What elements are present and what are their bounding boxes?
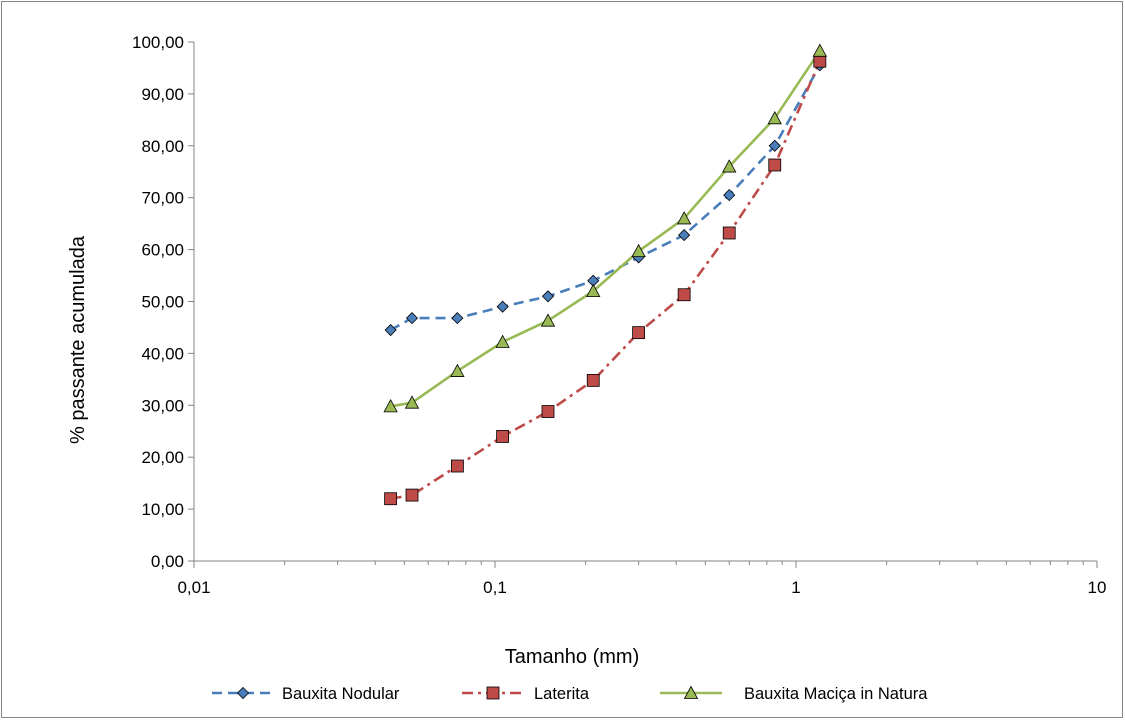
data-point-series-3 [383, 398, 398, 413]
legend-swatch-marker-3 [683, 685, 699, 699]
legend-label-1: Bauxita Nodular [282, 685, 400, 703]
y-tick-label: 10,00 [141, 500, 184, 519]
data-point-series-3 [767, 110, 782, 125]
data-point-series-1 [768, 139, 781, 152]
x-tick-label: 1 [791, 578, 800, 597]
y-tick-label: 50,00 [141, 293, 184, 312]
data-point-series-3 [676, 211, 692, 225]
data-point-series-3 [450, 363, 465, 377]
data-point-series-3 [540, 313, 556, 327]
data-point-series-1 [723, 189, 736, 202]
data-point-series-2 [541, 405, 555, 418]
data-point-series-3 [812, 43, 828, 57]
y-tick-label: 90,00 [141, 85, 184, 104]
data-point-series-3 [631, 243, 646, 258]
series-layer [383, 43, 828, 506]
data-point-series-2 [405, 488, 419, 502]
x-tick-label: 0,01 [177, 578, 210, 597]
y-tick-label: 70,00 [141, 189, 184, 208]
x-axis-title: Tamanho (mm) [505, 646, 639, 668]
y-tick-label: 0,00 [151, 552, 184, 571]
data-point-series-3 [586, 283, 601, 298]
data-point-series-2 [722, 226, 736, 240]
x-tick-label: 10 [1088, 578, 1107, 597]
data-point-series-1 [541, 290, 555, 303]
legend: Bauxita Nodular Laterita Bauxita Maciça in… [212, 685, 928, 703]
data-point-series-3 [404, 395, 420, 409]
data-point-series-2 [496, 430, 510, 443]
data-point-series-2 [677, 288, 691, 302]
y-tick-label: 80,00 [141, 137, 184, 156]
data-point-series-2 [450, 459, 464, 473]
data-point-series-2 [813, 54, 827, 68]
axes-layer: 0,00 10,00 20,00 30,00 40,00 50,00 60,00 70,00 8… [132, 33, 1106, 597]
data-point-series-3 [495, 334, 510, 348]
data-point-series-2 [384, 492, 398, 506]
y-tick-label: 20,00 [141, 448, 184, 467]
y-axis-title: % passante acumulada [67, 235, 89, 444]
legend-label-3: Bauxita Maciça in Natura [744, 685, 928, 703]
data-point-series-2 [586, 373, 600, 387]
data-point-series-2 [632, 326, 646, 340]
data-point-series-1 [496, 300, 509, 313]
legend-label-2: Laterita [534, 685, 590, 703]
x-tick-label: 0,1 [483, 578, 507, 597]
data-point-series-3 [722, 159, 737, 173]
legend-swatch-marker-1 [236, 686, 250, 700]
data-point-series-1 [384, 323, 397, 337]
y-tick-label: 100,00 [132, 33, 184, 52]
data-point-series-1 [451, 312, 464, 325]
y-tick-label: 30,00 [141, 396, 184, 415]
y-tick-label: 40,00 [141, 344, 184, 363]
series-line-2 [390, 60, 822, 501]
y-tick-label: 60,00 [141, 241, 184, 260]
data-point-series-2 [768, 158, 782, 172]
data-point-series-1 [405, 312, 419, 325]
legend-swatch-marker-2 [486, 686, 500, 700]
data-point-series-1 [678, 229, 691, 242]
